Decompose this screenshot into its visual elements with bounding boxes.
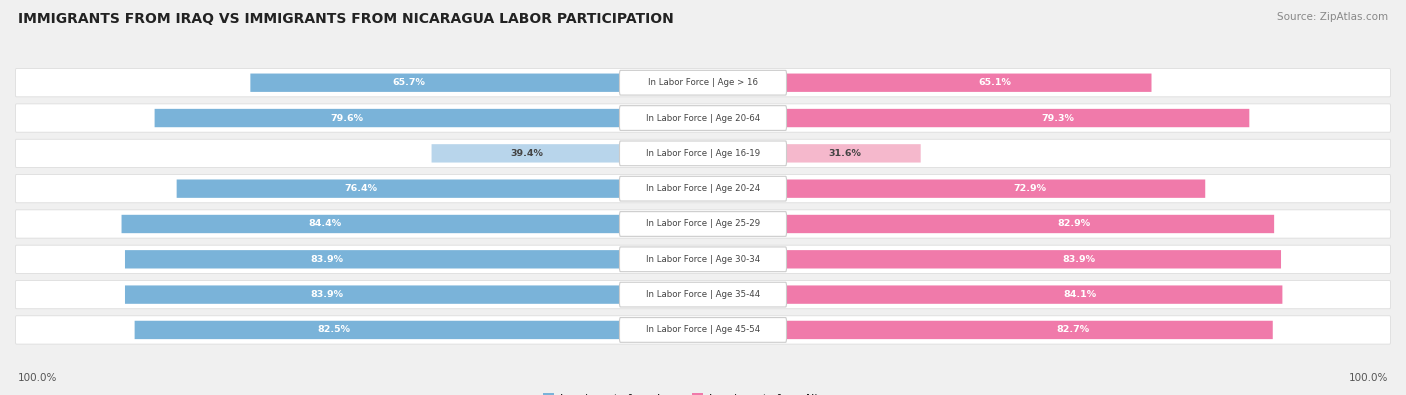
Text: In Labor Force | Age 45-54: In Labor Force | Age 45-54 bbox=[645, 325, 761, 335]
Text: 39.4%: 39.4% bbox=[510, 149, 543, 158]
Text: 65.7%: 65.7% bbox=[392, 78, 425, 87]
Text: 100.0%: 100.0% bbox=[18, 373, 58, 383]
FancyBboxPatch shape bbox=[15, 280, 1391, 309]
FancyBboxPatch shape bbox=[703, 286, 1282, 304]
FancyBboxPatch shape bbox=[177, 179, 703, 198]
FancyBboxPatch shape bbox=[620, 176, 786, 201]
Text: 76.4%: 76.4% bbox=[344, 184, 377, 193]
Text: Source: ZipAtlas.com: Source: ZipAtlas.com bbox=[1277, 12, 1388, 22]
FancyBboxPatch shape bbox=[15, 139, 1391, 167]
FancyBboxPatch shape bbox=[15, 175, 1391, 203]
FancyBboxPatch shape bbox=[703, 179, 1205, 198]
Text: 79.3%: 79.3% bbox=[1042, 113, 1074, 122]
Text: In Labor Force | Age > 16: In Labor Force | Age > 16 bbox=[648, 78, 758, 87]
FancyBboxPatch shape bbox=[703, 109, 1250, 127]
Text: 31.6%: 31.6% bbox=[828, 149, 860, 158]
Text: In Labor Force | Age 30-34: In Labor Force | Age 30-34 bbox=[645, 255, 761, 264]
Text: In Labor Force | Age 35-44: In Labor Force | Age 35-44 bbox=[645, 290, 761, 299]
Text: 100.0%: 100.0% bbox=[1348, 373, 1388, 383]
Text: 82.5%: 82.5% bbox=[318, 325, 350, 335]
FancyBboxPatch shape bbox=[620, 212, 786, 236]
FancyBboxPatch shape bbox=[15, 69, 1391, 97]
FancyBboxPatch shape bbox=[620, 247, 786, 272]
Text: 65.1%: 65.1% bbox=[979, 78, 1011, 87]
Text: In Labor Force | Age 20-64: In Labor Force | Age 20-64 bbox=[645, 113, 761, 122]
Text: 84.4%: 84.4% bbox=[308, 220, 342, 228]
FancyBboxPatch shape bbox=[15, 210, 1391, 238]
FancyBboxPatch shape bbox=[15, 245, 1391, 273]
Text: In Labor Force | Age 16-19: In Labor Force | Age 16-19 bbox=[645, 149, 761, 158]
Text: 72.9%: 72.9% bbox=[1012, 184, 1046, 193]
Text: IMMIGRANTS FROM IRAQ VS IMMIGRANTS FROM NICARAGUA LABOR PARTICIPATION: IMMIGRANTS FROM IRAQ VS IMMIGRANTS FROM … bbox=[18, 12, 673, 26]
FancyBboxPatch shape bbox=[703, 321, 1272, 339]
FancyBboxPatch shape bbox=[121, 215, 703, 233]
FancyBboxPatch shape bbox=[125, 250, 703, 269]
Text: 83.9%: 83.9% bbox=[1062, 255, 1095, 264]
FancyBboxPatch shape bbox=[250, 73, 703, 92]
Text: 84.1%: 84.1% bbox=[1063, 290, 1097, 299]
FancyBboxPatch shape bbox=[620, 70, 786, 95]
Text: In Labor Force | Age 20-24: In Labor Force | Age 20-24 bbox=[645, 184, 761, 193]
FancyBboxPatch shape bbox=[125, 286, 703, 304]
FancyBboxPatch shape bbox=[703, 144, 921, 162]
FancyBboxPatch shape bbox=[703, 73, 1152, 92]
FancyBboxPatch shape bbox=[620, 318, 786, 342]
FancyBboxPatch shape bbox=[620, 106, 786, 130]
FancyBboxPatch shape bbox=[15, 316, 1391, 344]
Legend: Immigrants from Iraq, Immigrants from Nicaragua: Immigrants from Iraq, Immigrants from Ni… bbox=[538, 389, 868, 395]
FancyBboxPatch shape bbox=[620, 141, 786, 166]
FancyBboxPatch shape bbox=[155, 109, 703, 127]
FancyBboxPatch shape bbox=[432, 144, 703, 162]
FancyBboxPatch shape bbox=[703, 215, 1274, 233]
Text: 83.9%: 83.9% bbox=[311, 255, 344, 264]
Text: 83.9%: 83.9% bbox=[311, 290, 344, 299]
Text: 79.6%: 79.6% bbox=[330, 113, 363, 122]
FancyBboxPatch shape bbox=[703, 250, 1281, 269]
FancyBboxPatch shape bbox=[620, 282, 786, 307]
FancyBboxPatch shape bbox=[135, 321, 703, 339]
FancyBboxPatch shape bbox=[15, 104, 1391, 132]
Text: In Labor Force | Age 25-29: In Labor Force | Age 25-29 bbox=[645, 220, 761, 228]
Text: 82.9%: 82.9% bbox=[1057, 220, 1091, 228]
Text: 82.7%: 82.7% bbox=[1057, 325, 1090, 335]
